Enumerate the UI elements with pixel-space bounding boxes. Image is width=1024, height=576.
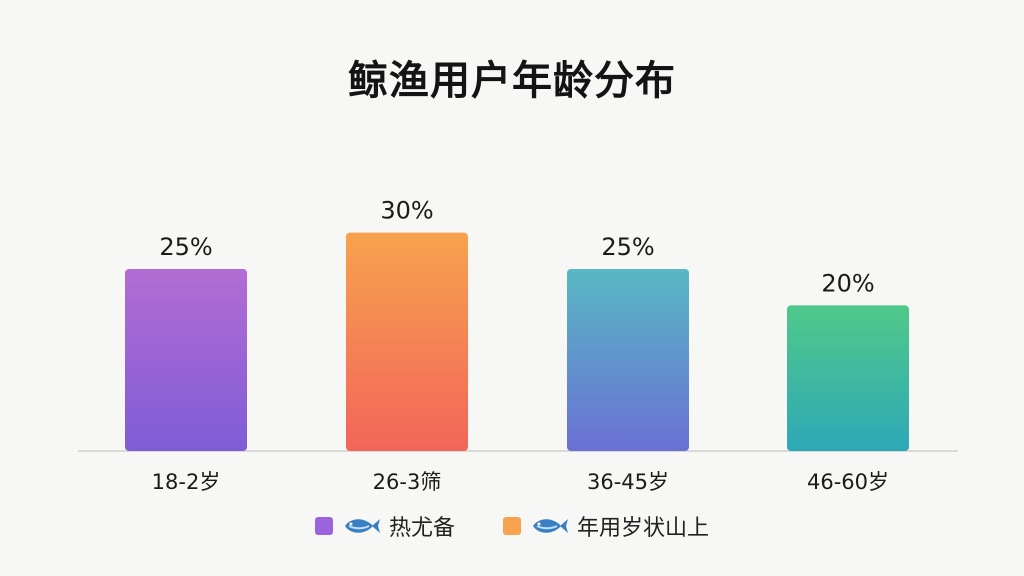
- bar-2: [567, 269, 689, 451]
- fish-icon: [533, 519, 568, 533]
- legend-item-1: 年用岁状山上: [503, 510, 709, 542]
- chart-title: 鲸渔用户年龄分布: [348, 58, 676, 104]
- category-label-2: 36-45岁: [587, 470, 669, 494]
- legend-swatch-1: [503, 517, 521, 535]
- category-label-3: 46-60岁: [807, 470, 889, 494]
- legend: 热尤备 年用岁状山上: [0, 510, 1024, 542]
- category-label-0: 18-2岁: [152, 470, 221, 494]
- legend-label-1: 年用岁状山上: [577, 516, 710, 541]
- bar-3: [787, 305, 909, 451]
- category-label-1: 26-3筛: [373, 470, 442, 494]
- data-label-0: 25%: [159, 233, 212, 261]
- legend-item-0: 热尤备: [314, 510, 455, 542]
- legend-swatch-0: [314, 517, 333, 535]
- bar-1: [346, 232, 468, 451]
- data-label-1: 30%: [380, 197, 433, 225]
- bar-0: [125, 269, 247, 451]
- data-label-3: 20%: [821, 269, 874, 297]
- data-label-2: 25%: [601, 233, 654, 261]
- fish-icon: [344, 519, 380, 533]
- legend-label-0: 热尤备: [388, 516, 455, 541]
